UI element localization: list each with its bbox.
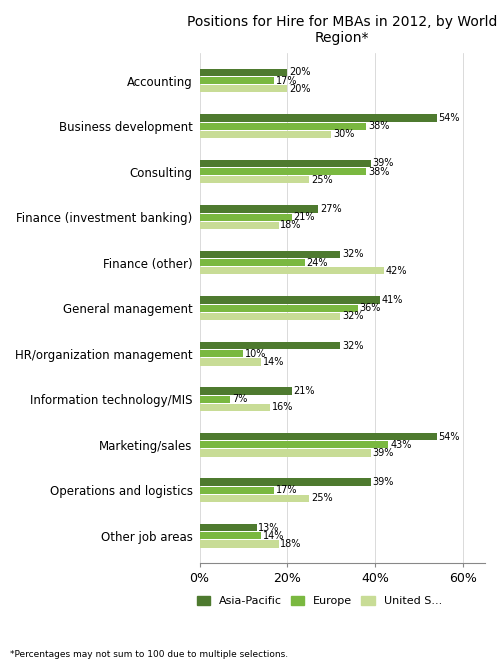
Bar — [200, 388, 292, 395]
Bar — [200, 259, 305, 266]
Bar — [200, 350, 244, 358]
Bar — [200, 77, 274, 84]
Text: 38%: 38% — [368, 166, 390, 176]
Bar — [200, 205, 318, 212]
Text: 36%: 36% — [360, 303, 381, 313]
Bar — [200, 524, 256, 531]
Text: 14%: 14% — [263, 357, 284, 367]
Bar — [200, 214, 292, 220]
Bar — [200, 115, 436, 122]
Bar — [200, 450, 371, 456]
Text: 43%: 43% — [390, 440, 411, 450]
Text: 38%: 38% — [368, 121, 390, 131]
Text: 30%: 30% — [333, 129, 354, 139]
Text: 17%: 17% — [276, 486, 297, 496]
Bar — [200, 396, 230, 403]
Bar — [200, 532, 261, 539]
Text: 20%: 20% — [289, 84, 310, 94]
Bar — [200, 304, 358, 312]
Text: 16%: 16% — [272, 402, 293, 412]
Bar — [200, 313, 340, 320]
Text: 32%: 32% — [342, 250, 363, 260]
Bar — [200, 123, 366, 130]
Text: 10%: 10% — [245, 349, 266, 359]
Text: 7%: 7% — [232, 394, 248, 404]
Text: 39%: 39% — [372, 159, 394, 168]
Text: 41%: 41% — [382, 295, 402, 305]
Text: 17%: 17% — [276, 76, 297, 86]
Bar — [200, 251, 340, 258]
Text: 25%: 25% — [311, 494, 332, 503]
Bar — [200, 131, 332, 138]
Bar — [200, 540, 278, 547]
Bar — [200, 296, 380, 304]
Bar — [200, 160, 371, 167]
Bar — [200, 267, 384, 274]
Bar — [200, 69, 288, 76]
Text: 39%: 39% — [372, 477, 394, 487]
Text: 20%: 20% — [289, 67, 310, 77]
Text: 13%: 13% — [258, 523, 280, 533]
Bar — [200, 487, 274, 494]
Text: 18%: 18% — [280, 539, 301, 549]
Text: 32%: 32% — [342, 312, 363, 322]
Bar — [200, 85, 288, 93]
Text: 54%: 54% — [438, 432, 460, 442]
Text: 14%: 14% — [263, 531, 284, 541]
Text: 24%: 24% — [306, 258, 328, 268]
Bar — [200, 342, 340, 349]
Bar — [200, 176, 310, 183]
Bar — [200, 168, 366, 175]
Bar — [200, 404, 270, 411]
Legend: Asia-Pacific, Europe, United S...: Asia-Pacific, Europe, United S... — [192, 591, 446, 611]
Bar — [200, 222, 278, 229]
Bar — [200, 358, 261, 366]
Bar — [200, 433, 436, 440]
Text: 39%: 39% — [372, 448, 394, 458]
Text: 27%: 27% — [320, 204, 342, 214]
Text: 54%: 54% — [438, 113, 460, 123]
Text: *Percentages may not sum to 100 due to multiple selections.: *Percentages may not sum to 100 due to m… — [10, 650, 288, 659]
Text: 21%: 21% — [294, 212, 315, 222]
Text: 25%: 25% — [311, 175, 332, 185]
Bar — [200, 478, 371, 486]
Bar — [200, 495, 310, 502]
Title: Positions for Hire for MBAs in 2012, by World
Region*: Positions for Hire for MBAs in 2012, by … — [187, 15, 498, 45]
Text: 42%: 42% — [386, 266, 407, 276]
Text: 32%: 32% — [342, 340, 363, 350]
Text: 18%: 18% — [280, 220, 301, 230]
Bar — [200, 441, 388, 448]
Text: 21%: 21% — [294, 386, 315, 396]
